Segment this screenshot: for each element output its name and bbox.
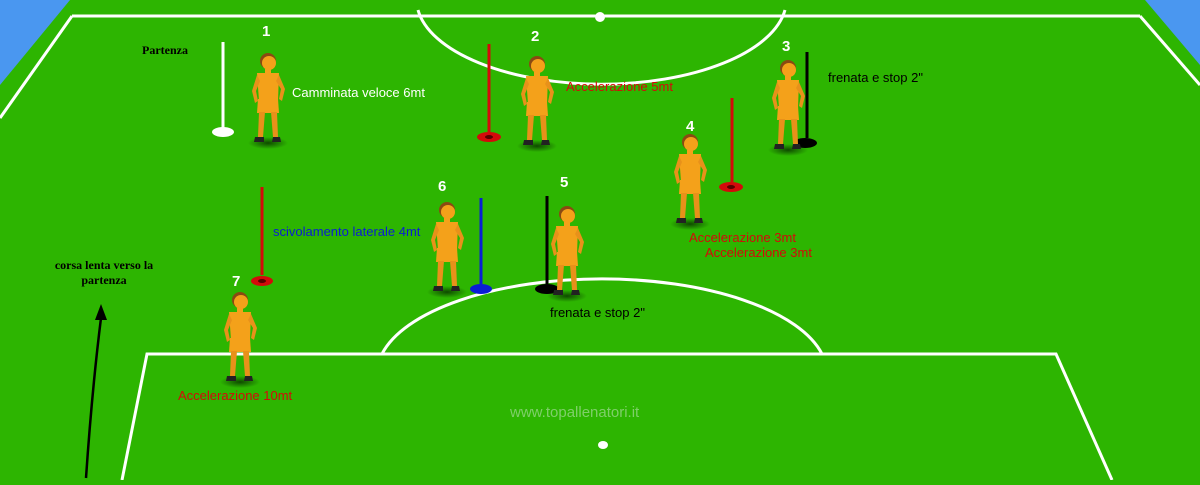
station-number-5: 5	[560, 174, 568, 191]
station-number-7: 7	[232, 273, 240, 290]
left-touchline	[0, 15, 74, 119]
slow-run-label-line2: partenza	[81, 273, 126, 287]
start-label: Partenza	[142, 43, 188, 57]
center-spot	[595, 12, 605, 22]
return-arrow	[84, 304, 107, 479]
brake-stop-top-label: frenata e stop 2"	[828, 70, 923, 85]
field-lines	[0, 9, 1200, 481]
arrow-head-icon	[95, 304, 107, 320]
accel-3-label-b: Accelerazione 3mt	[705, 245, 812, 260]
sky-corner-left	[0, 0, 70, 85]
sky-corner-right	[1145, 0, 1200, 65]
penalty-arc	[380, 277, 824, 355]
center-circle	[416, 9, 787, 86]
accel-5-label: Accelerazione 5mt	[566, 79, 673, 94]
station-number-6: 6	[438, 178, 446, 195]
lateral-slide-label: scivolamento laterale 4mt	[273, 224, 421, 239]
station-2-pole	[477, 44, 501, 142]
accel-10-label: Accelerazione 10mt	[178, 388, 293, 403]
accel-3-label-a: Accelerazione 3mt	[689, 230, 796, 245]
station-number-1: 1	[262, 23, 270, 40]
right-touchline	[1138, 15, 1200, 86]
station-number-3: 3	[782, 38, 790, 55]
penalty-box	[120, 352, 1114, 481]
station-5-pole	[535, 196, 559, 294]
station-6-pole	[470, 198, 492, 294]
station-7-pole	[251, 187, 273, 286]
station-number-4: 4	[686, 118, 695, 135]
brake-stop-bottom-label: frenata e stop 2"	[550, 305, 645, 320]
slow-run-label-line1: corsa lenta verso la	[55, 258, 153, 272]
station-4-pole	[719, 98, 743, 192]
station-number-2: 2	[531, 28, 539, 45]
watermark-text: www.topallenatori.it	[509, 404, 640, 421]
penalty-spot	[598, 441, 608, 449]
fast-walk-label: Camminata veloce 6mt	[292, 85, 425, 100]
station-1-pole	[212, 42, 234, 137]
